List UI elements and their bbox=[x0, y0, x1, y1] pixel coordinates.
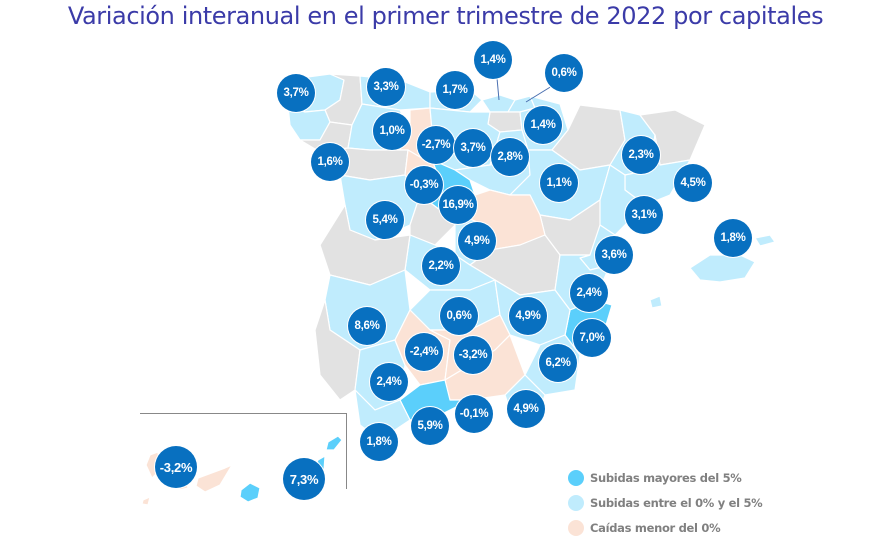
region-menorca bbox=[754, 234, 776, 247]
value-badge: 5,4% bbox=[366, 201, 404, 239]
value-badge: 1,0% bbox=[373, 112, 411, 150]
value-badge: 1,8% bbox=[714, 219, 752, 257]
region-ibiza bbox=[649, 295, 663, 309]
value-badge: 0,6% bbox=[545, 54, 583, 92]
value-badge: 3,7% bbox=[454, 129, 492, 167]
value-badge: 1,8% bbox=[360, 423, 398, 461]
value-badge: 6,2% bbox=[539, 344, 577, 382]
value-badge: -3,2% bbox=[155, 446, 197, 488]
value-badge: 1,1% bbox=[540, 164, 578, 202]
region-huelva bbox=[314, 299, 361, 401]
legend-dot-icon bbox=[568, 494, 584, 511]
value-badge: -2,7% bbox=[417, 126, 455, 164]
value-badge: 5,9% bbox=[411, 407, 449, 445]
value-badge: 2,4% bbox=[370, 363, 408, 401]
value-badge: -0,3% bbox=[405, 166, 443, 204]
value-badge: 0,6% bbox=[440, 297, 478, 335]
leader-line bbox=[496, 77, 500, 101]
value-badge: 3,7% bbox=[277, 74, 315, 112]
value-badge: 4,9% bbox=[458, 222, 496, 260]
value-badge: -0,1% bbox=[455, 395, 493, 433]
value-badge: 2,4% bbox=[570, 274, 608, 312]
legend-label: Caídas menor del 0% bbox=[590, 520, 721, 535]
value-badge: 4,5% bbox=[674, 164, 712, 202]
legend-label: Subidas entre el 0% y el 5% bbox=[590, 495, 763, 510]
value-badge: 4,9% bbox=[507, 390, 545, 428]
region-tenerife bbox=[195, 464, 233, 493]
value-badge: 1,4% bbox=[474, 41, 512, 79]
region-lanzarote bbox=[325, 435, 343, 451]
legend-dot-icon bbox=[568, 469, 584, 486]
canary-islands-frame bbox=[140, 413, 347, 489]
value-badge: 7,0% bbox=[573, 319, 611, 357]
map-title: Variación interanual en el primer trimes… bbox=[67, 2, 824, 30]
value-badge: 3,6% bbox=[595, 236, 633, 274]
value-badge: 1,6% bbox=[311, 143, 349, 181]
leader-line bbox=[525, 85, 553, 103]
legend-item-between-0-5: Subidas entre el 0% y el 5% bbox=[568, 490, 763, 515]
legend-item-below-0: Caídas menor del 0% bbox=[568, 515, 762, 540]
value-badge: 2,2% bbox=[422, 247, 460, 285]
legend-dot-icon bbox=[568, 519, 584, 536]
legend: Subidas mayores del 5% Subidas entre el … bbox=[568, 465, 763, 540]
region-mallorca bbox=[689, 254, 756, 283]
value-badge: -2,4% bbox=[405, 333, 443, 371]
value-badge: 4,9% bbox=[509, 297, 547, 335]
value-badge: 3,3% bbox=[367, 68, 405, 106]
region-gran-canaria bbox=[239, 482, 261, 503]
value-badge: -3,2% bbox=[454, 336, 492, 374]
region-el-hierro bbox=[141, 496, 151, 506]
value-badge: 2,8% bbox=[491, 138, 529, 176]
value-badge: 1,7% bbox=[436, 71, 474, 109]
value-badge: 16,9% bbox=[439, 186, 477, 224]
value-badge: 3,1% bbox=[625, 196, 663, 234]
value-badge: 8,6% bbox=[348, 307, 386, 345]
value-badge: 7,3% bbox=[283, 458, 325, 500]
legend-item-above-5: Subidas mayores del 5% bbox=[568, 465, 762, 490]
value-badge: 1,4% bbox=[524, 106, 562, 144]
value-badge: 2,3% bbox=[622, 136, 660, 174]
legend-label: Subidas mayores del 5% bbox=[590, 470, 742, 485]
